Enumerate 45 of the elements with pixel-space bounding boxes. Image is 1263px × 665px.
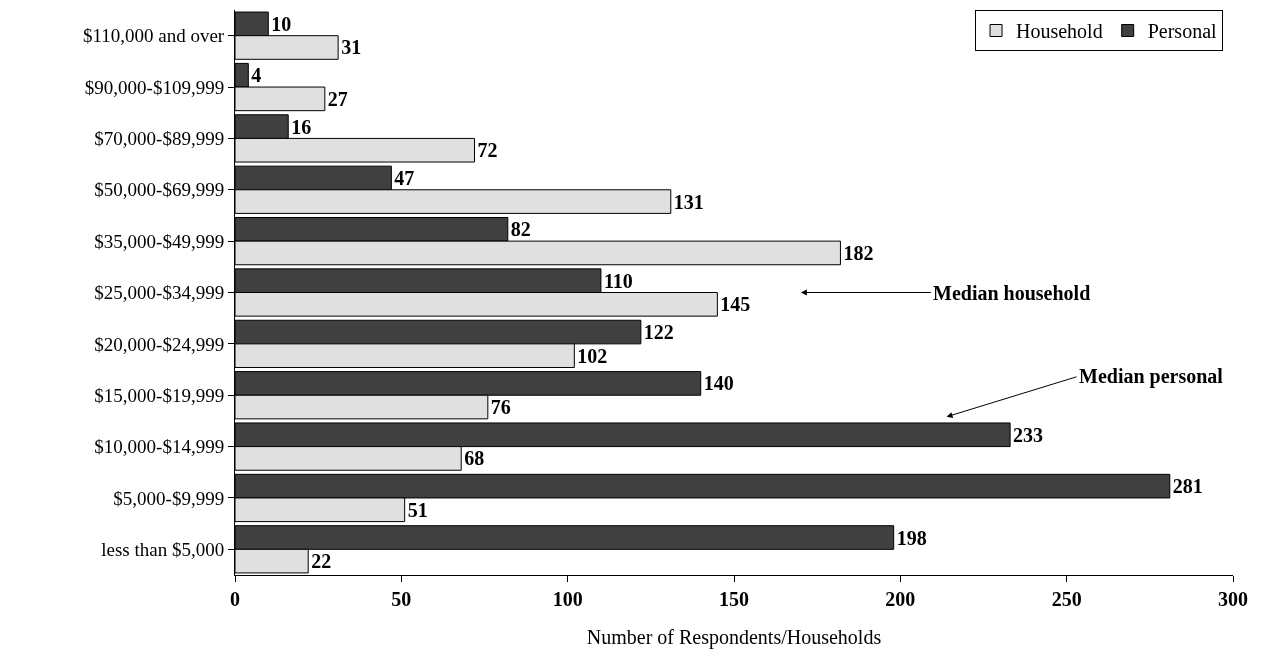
y-tick-label: $35,000-$49,999 [94,230,225,252]
y-tick-label: $5,000-$9,999 [113,487,225,509]
x-tick-label: 100 [552,588,583,610]
x-tick-label: 300 [1218,588,1248,610]
legend-label: Household [1016,20,1103,43]
data-label: 10 [271,12,292,35]
data-label: 4 [251,64,262,87]
y-tick-label: $90,000-$109,999 [84,76,225,98]
data-label: 281 [1172,475,1203,498]
data-label: 233 [1013,423,1044,446]
data-label: 198 [896,526,927,549]
data-label: 182 [843,241,874,264]
data-label: 72 [477,139,498,162]
y-tick-label: less than $5,000 [101,538,225,560]
x-tick-label: 150 [719,588,749,610]
annotation: Median personal [1079,365,1224,388]
annotation: Median household [933,282,1091,304]
data-label: 122 [643,321,674,344]
y-tick-label: $15,000-$19,999 [94,384,225,406]
y-tick-label: $25,000-$34,999 [94,282,225,304]
y-tick-label: $20,000-$24,999 [94,333,225,355]
data-label: 16 [291,115,312,138]
data-label: 82 [510,218,531,241]
x-tick-label: 250 [1051,588,1082,610]
data-label: 51 [407,498,428,521]
data-label: 145 [720,293,751,316]
y-tick-label: $10,000-$14,999 [94,436,225,458]
data-label: 140 [703,372,734,395]
data-label: 31 [341,36,362,59]
x-axis-title: Number of Respondents/Households [586,625,882,649]
y-tick-label: $70,000-$89,999 [94,128,225,150]
y-tick-label: $50,000-$69,999 [94,179,225,201]
x-tick-label: 50 [391,588,412,610]
data-label: 102 [577,344,608,367]
x-tick-label: 0 [230,588,240,610]
data-label: 27 [327,87,348,110]
data-label: 131 [673,190,704,213]
x-tick-label: 200 [885,588,916,610]
data-label: 68 [464,447,485,470]
y-tick-label: $110,000 and over [82,25,225,47]
legend-label: Personal [1147,20,1218,43]
data-label: 22 [311,550,332,573]
data-label: 47 [394,166,415,189]
data-label: 110 [603,269,633,292]
data-label: 76 [490,396,511,419]
